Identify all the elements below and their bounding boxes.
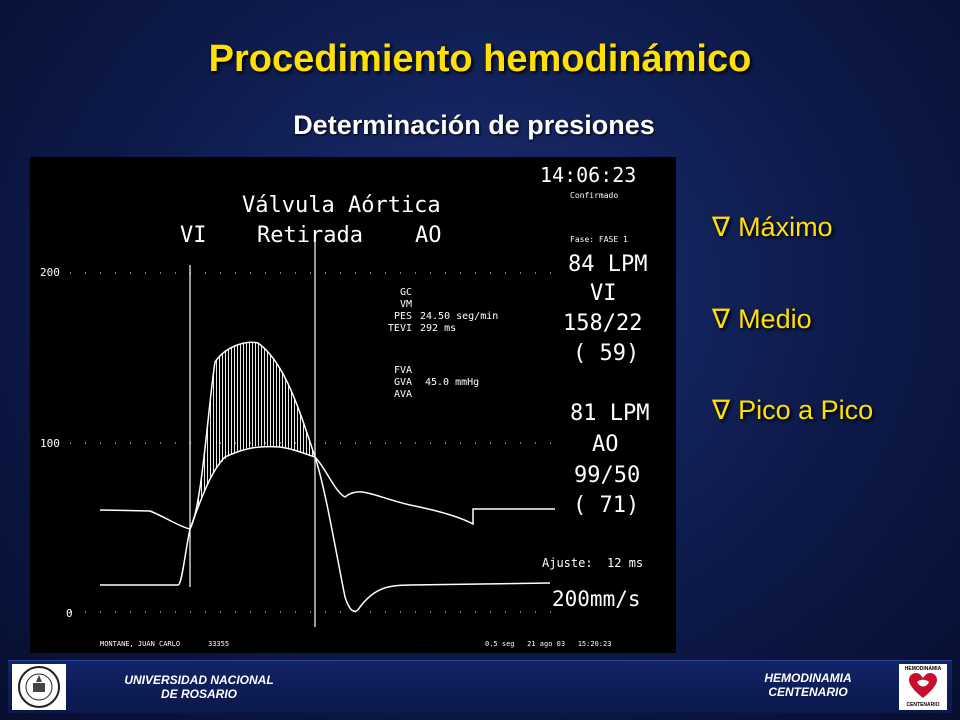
university-seal-logo [12,664,66,710]
legend-item-maximo: ∇ Máximo [712,212,833,242]
ao-label: AO [592,432,619,457]
footer-bar: UNIVERSIDAD NACIONAL DE ROSARIO HEMODINA… [8,660,952,713]
vi-pressure: 158/22 [563,311,643,336]
params2-labels: FVA GVA AVA [393,365,412,400]
patient-name: MONTANE, JUAN CARLO [100,640,181,648]
heart-icon [909,673,937,698]
scale-label-100: 100 [40,437,60,450]
legend-item-medio: ∇ Medio [712,304,812,334]
vi-lpm: 84 LPM [568,252,648,277]
header-vi: VI [180,223,207,248]
header-valvula-aortica: Válvula Aórtica [242,193,441,218]
vi-label: VI [590,281,617,306]
params-values: 24.50 seg/min 292 ms [420,311,499,334]
params-labels: GC VM PES TEVI [387,287,412,334]
speed-label: 200mm/s [552,587,641,611]
ajuste-label: Ajuste: 12 ms [542,556,644,570]
footer-university: UNIVERSIDAD NACIONAL DE ROSARIO [124,673,274,701]
lv-pressure-trace [100,341,551,613]
confirmado-label: Confirmado [570,191,619,200]
ao-pressure: 99/50 [574,463,641,488]
header-ao: AO [415,223,442,248]
aortic-pressure-trace [99,445,555,530]
nabla-icon: ∇ [712,212,731,242]
scale-label-0: 0 [66,607,73,620]
patient-id: 33355 [208,640,230,648]
slide-title: Procedimiento hemodinámico [208,38,752,80]
slide-subtitle: Determinación de presiones [293,110,655,140]
pressure-tracing [70,237,555,627]
nabla-icon: ∇ [712,304,731,334]
pressure-monitor-screenshot: 14:06:23 Confirmado Válvula Aórtica VI R… [30,157,676,653]
hemodinamia-heart-logo: HEMODINAMIA CENTENARIO [899,664,947,710]
hatched-gradient-area [190,342,315,529]
footer-hemodinamia: HEMODINAMIA CENTENARIO [764,671,852,699]
timestamp-footer: 0.5 seg 21 ago 03 15:20:23 [485,640,612,648]
ao-lpm: 81 LPM [570,401,650,426]
ao-mean: ( 71) [573,493,640,518]
monitor-clock: 14:06:23 [540,163,637,187]
fase-label: Fase: FASE 1 [570,235,628,244]
vi-mean: ( 59) [573,341,640,366]
params2-values: 45.0 mmHg [425,377,480,388]
nabla-icon: ∇ [712,395,731,425]
legend-item-pico-a-pico: ∇ Pico a Pico [712,395,874,425]
header-retirada: Retirada [257,223,363,248]
scale-label-200: 200 [40,266,60,279]
